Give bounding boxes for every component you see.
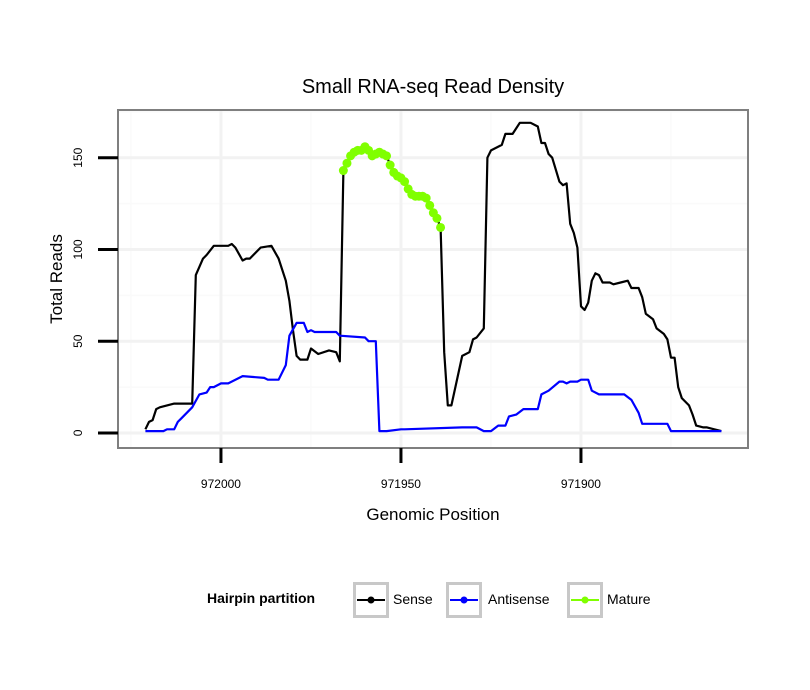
x-axis-title: Genomic Position	[366, 505, 499, 524]
mature-point	[385, 160, 395, 170]
mature-point	[338, 166, 348, 176]
legend-point-mature	[581, 596, 589, 604]
y-tick-label: 100	[71, 239, 85, 259]
y-tick-label: 0	[71, 429, 85, 436]
legend-title: Hairpin partition	[207, 590, 315, 606]
legend-label-mature: Mature	[607, 591, 651, 607]
plot-panel	[118, 110, 748, 448]
plot-border	[117, 109, 749, 449]
y-tick-label: 50	[71, 334, 85, 348]
legend-point-antisense	[460, 596, 468, 604]
sense-line	[144, 121, 722, 433]
mature-point	[425, 200, 435, 210]
grid-lines	[118, 110, 748, 448]
chart-title: Small RNA-seq Read Density	[302, 76, 564, 98]
mature-point	[400, 177, 410, 187]
legend-point-sense	[367, 596, 375, 604]
y-axis-title: Total Reads	[47, 234, 66, 324]
legend-label-antisense: Antisense	[488, 591, 550, 607]
legend: Hairpin partition Sense Antisense Mature	[207, 582, 651, 618]
legend-label-sense: Sense	[393, 591, 433, 607]
axes: 972000 971950 971900 0 50 100 150	[71, 147, 601, 491]
mature-point	[342, 158, 352, 168]
x-tick-label: 972000	[201, 477, 241, 491]
mature-point	[436, 222, 446, 232]
mature-point	[421, 193, 431, 203]
mature-point	[432, 213, 442, 223]
series-lines	[144, 121, 722, 433]
y-tick-label: 150	[71, 147, 85, 167]
x-tick-label: 971950	[381, 477, 421, 491]
mature-point	[382, 151, 392, 161]
x-tick-label: 971900	[561, 477, 601, 491]
antisense-line	[145, 321, 722, 433]
